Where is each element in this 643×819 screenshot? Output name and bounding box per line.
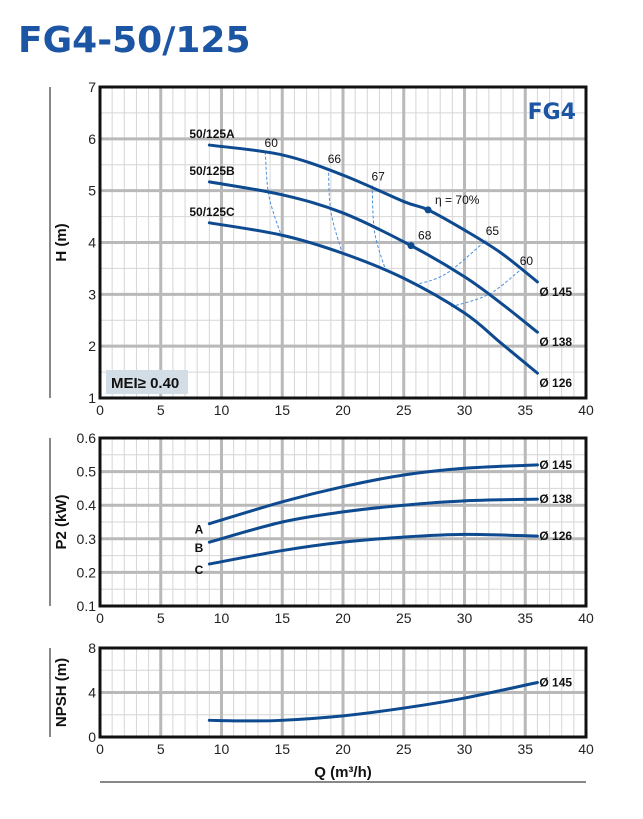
x-tick-label: 30 bbox=[457, 610, 473, 626]
series-curve bbox=[207, 497, 539, 544]
x-tick-label: 15 bbox=[274, 741, 290, 757]
efficiency-label: 67 bbox=[371, 169, 385, 183]
curve-name-label: 50/125B bbox=[189, 164, 235, 178]
x-tick-label: 30 bbox=[457, 402, 473, 418]
efficiency-curve bbox=[264, 151, 283, 237]
curve-name-label: C bbox=[195, 563, 204, 577]
curve-name-label: B bbox=[195, 541, 204, 555]
x-tick-label: 35 bbox=[517, 402, 533, 418]
series-curve bbox=[207, 143, 539, 284]
x-tick-label: 5 bbox=[157, 741, 165, 757]
y-tick-label: 5 bbox=[88, 183, 96, 199]
series-curve bbox=[207, 180, 539, 334]
curve-end-label: Ø 145 bbox=[539, 458, 572, 472]
x-tick-label: 20 bbox=[335, 610, 351, 626]
efficiency-label: 66 bbox=[328, 152, 342, 166]
point-label: 68 bbox=[418, 229, 432, 243]
y-tick-label: 7 bbox=[88, 79, 96, 95]
y-axis-label: NPSH (m) bbox=[53, 658, 70, 727]
efficiency-curve bbox=[450, 269, 521, 308]
y-tick-label: 3 bbox=[88, 286, 96, 302]
mei-label: MEI≥ 0.40 bbox=[111, 375, 179, 392]
x-tick-label: 5 bbox=[157, 610, 165, 626]
curve-end-label: Ø 126 bbox=[539, 529, 572, 543]
plot-frame bbox=[98, 85, 588, 400]
curve-end-label: Ø 138 bbox=[539, 335, 572, 349]
series-badge: FG4 bbox=[528, 100, 576, 125]
x-tick-label: 35 bbox=[517, 610, 533, 626]
x-tick-label: 20 bbox=[335, 402, 351, 418]
curve-end-label: Ø 138 bbox=[539, 492, 572, 506]
y-tick-label: 0.2 bbox=[77, 564, 97, 580]
y-tick-label: 2 bbox=[88, 338, 96, 354]
x-tick-label: 40 bbox=[578, 610, 594, 626]
y-tick-label: 4 bbox=[88, 235, 96, 251]
x-tick-label: 25 bbox=[396, 741, 412, 757]
y-tick-label: 0.1 bbox=[77, 598, 97, 614]
curve-name-label: 50/125C bbox=[189, 205, 235, 219]
x-tick-label: 25 bbox=[396, 610, 412, 626]
x-tick-label: 0 bbox=[96, 610, 104, 626]
x-tick-label: 40 bbox=[578, 402, 594, 418]
x-tick-label: 0 bbox=[96, 741, 104, 757]
x-tick-label: 5 bbox=[157, 402, 165, 418]
y-tick-label: 0.6 bbox=[77, 430, 97, 446]
y-axis-label: P2 (kW) bbox=[53, 494, 70, 549]
y-tick-label: 0.4 bbox=[77, 497, 97, 513]
series-curve bbox=[207, 680, 539, 723]
x-tick-label: 30 bbox=[457, 741, 473, 757]
best-efficiency-point bbox=[407, 242, 415, 250]
series-curve bbox=[207, 221, 539, 375]
curve-end-label: Ø 126 bbox=[539, 376, 572, 390]
y-tick-label: 8 bbox=[88, 640, 96, 656]
x-tick-label: 35 bbox=[517, 741, 533, 757]
efficiency-label: 60 bbox=[520, 254, 534, 268]
y-tick-label: 0.5 bbox=[77, 464, 97, 480]
plot-frame bbox=[98, 436, 588, 608]
x-tick-label: 10 bbox=[214, 402, 230, 418]
x-tick-label: 15 bbox=[274, 402, 290, 418]
plot-frame bbox=[98, 646, 588, 739]
y-tick-label: 0.3 bbox=[77, 531, 97, 547]
y-tick-label: 4 bbox=[88, 685, 96, 701]
y-tick-label: 1 bbox=[88, 390, 96, 406]
efficiency-label: 65 bbox=[486, 224, 500, 238]
curve-end-label: Ø 145 bbox=[539, 285, 572, 299]
efficiency-curve bbox=[371, 185, 387, 271]
x-tick-label: 0 bbox=[96, 402, 104, 418]
npsh-plot: 0 5 10 15 20 25 30 35 40 0 4 8 NPSH (m) Q (m³/h) Ø 145 bbox=[49, 640, 594, 783]
efficiency-label: 60 bbox=[265, 136, 279, 150]
y-axis-label: H (m) bbox=[53, 223, 70, 261]
x-tick-label: 25 bbox=[396, 402, 412, 418]
x-tick-label: 10 bbox=[214, 741, 230, 757]
x-tick-label: 40 bbox=[578, 741, 594, 757]
x-tick-label: 10 bbox=[214, 610, 230, 626]
curve-name-label: 50/125A bbox=[189, 127, 235, 141]
x-axis-label: Q (m³/h) bbox=[314, 764, 372, 781]
series-curve bbox=[207, 532, 539, 566]
power-plot: 0 5 10 15 20 25 30 35 40 0.1 0.2 0.3 0.4 0.5 0.6 P2 (kW… bbox=[49, 430, 594, 626]
curve-end-label: Ø 145 bbox=[539, 675, 572, 689]
x-tick-label: 15 bbox=[274, 610, 290, 626]
efficiency-curve bbox=[414, 239, 487, 286]
mei-box bbox=[106, 370, 188, 394]
best-efficiency-point bbox=[424, 206, 432, 214]
x-tick-label: 20 bbox=[335, 741, 351, 757]
y-tick-label: 6 bbox=[88, 131, 96, 147]
series-curve bbox=[207, 463, 539, 526]
chart-title: FG4-50/125 bbox=[18, 20, 251, 61]
y-tick-label: 0 bbox=[88, 729, 96, 745]
curve-name-label: A bbox=[195, 523, 204, 537]
efficiency-curve bbox=[327, 167, 343, 252]
point-label: η = 70% bbox=[435, 193, 480, 207]
